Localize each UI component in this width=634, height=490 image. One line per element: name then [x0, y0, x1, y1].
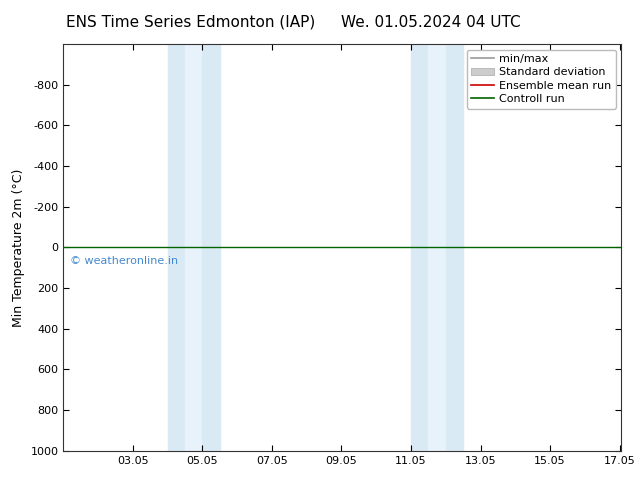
- Text: We. 01.05.2024 04 UTC: We. 01.05.2024 04 UTC: [341, 15, 521, 30]
- Bar: [446, 44, 463, 451]
- Bar: [411, 44, 429, 451]
- Legend: min/max, Standard deviation, Ensemble mean run, Controll run: min/max, Standard deviation, Ensemble me…: [467, 49, 616, 109]
- Bar: [167, 44, 185, 451]
- Y-axis label: Min Temperature 2m (°C): Min Temperature 2m (°C): [12, 168, 25, 327]
- Text: ENS Time Series Edmonton (IAP): ENS Time Series Edmonton (IAP): [65, 15, 315, 30]
- Bar: [429, 44, 446, 451]
- Bar: [202, 44, 220, 451]
- Bar: [185, 44, 202, 451]
- Text: © weatheronline.in: © weatheronline.in: [70, 256, 179, 266]
